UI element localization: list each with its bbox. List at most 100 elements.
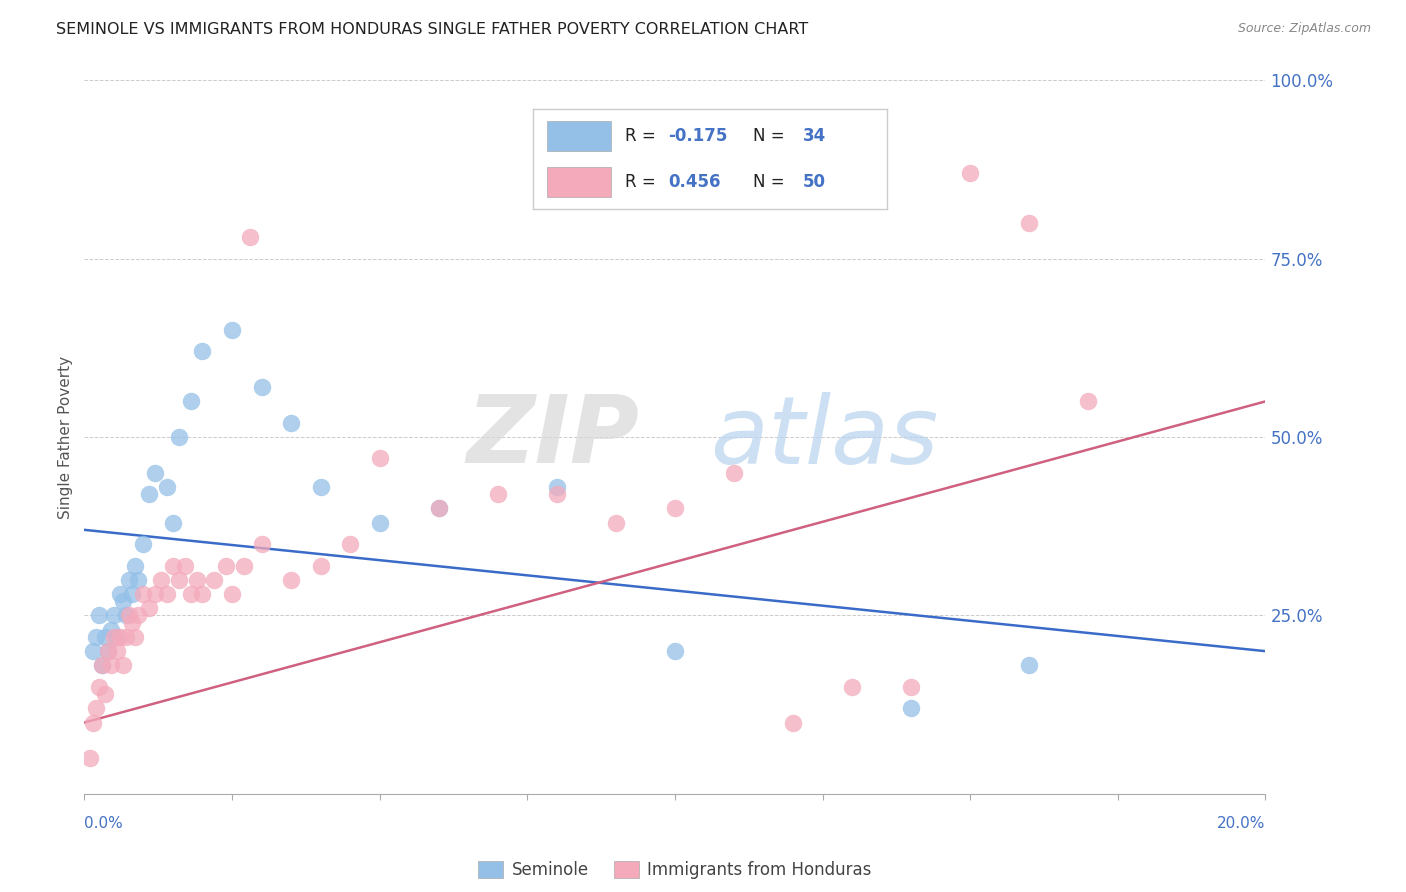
Point: [100, 658, 122, 673]
Point: [664, 644, 686, 658]
Point: [124, 558, 146, 573]
Point: [97, 644, 120, 658]
Point: [103, 608, 125, 623]
Point: [368, 516, 391, 530]
Text: ZIP: ZIP: [467, 391, 640, 483]
Point: [180, 587, 202, 601]
Point: [156, 587, 179, 601]
Point: [108, 630, 131, 644]
Point: [221, 323, 243, 337]
Point: [114, 630, 136, 644]
Point: [900, 680, 922, 694]
Point: [191, 587, 214, 601]
Point: [546, 480, 568, 494]
Point: [87, 608, 111, 623]
Point: [118, 573, 141, 587]
Point: [309, 558, 332, 573]
Point: [150, 573, 173, 587]
Point: [162, 516, 184, 530]
Text: R =: R =: [626, 127, 661, 145]
Point: [280, 416, 302, 430]
Point: [339, 537, 361, 551]
Point: [427, 501, 450, 516]
Point: [900, 701, 922, 715]
Point: [121, 587, 143, 601]
Text: atlas: atlas: [710, 392, 939, 483]
Point: [486, 487, 509, 501]
Point: [605, 516, 627, 530]
Point: [1018, 216, 1040, 230]
Point: [782, 715, 804, 730]
Text: 0.456: 0.456: [668, 173, 720, 191]
Text: SEMINOLE VS IMMIGRANTS FROM HONDURAS SINGLE FATHER POVERTY CORRELATION CHART: SEMINOLE VS IMMIGRANTS FROM HONDURAS SIN…: [56, 22, 808, 37]
Point: [215, 558, 238, 573]
Text: 20.0%: 20.0%: [1218, 816, 1265, 830]
Point: [100, 623, 122, 637]
Point: [132, 537, 155, 551]
Text: Source: ZipAtlas.com: Source: ZipAtlas.com: [1237, 22, 1371, 36]
Point: [841, 680, 863, 694]
Point: [91, 658, 114, 673]
Point: [1077, 394, 1099, 409]
Point: [427, 501, 450, 516]
Point: [114, 608, 136, 623]
Bar: [547, 167, 612, 197]
Point: [173, 558, 195, 573]
Point: [138, 487, 160, 501]
Point: [162, 558, 184, 573]
Point: [118, 608, 141, 623]
Point: [127, 573, 149, 587]
Point: [79, 751, 101, 765]
Point: [202, 573, 225, 587]
Point: [232, 558, 254, 573]
Point: [111, 658, 134, 673]
Point: [546, 487, 568, 501]
Point: [191, 344, 214, 359]
Point: [664, 501, 686, 516]
Point: [82, 644, 104, 658]
Point: [167, 430, 190, 444]
Point: [94, 687, 117, 701]
Text: 34: 34: [803, 127, 825, 145]
Point: [94, 630, 117, 644]
Text: N =: N =: [752, 173, 790, 191]
Point: [186, 573, 208, 587]
Point: [156, 480, 179, 494]
Text: R =: R =: [626, 173, 661, 191]
Point: [121, 615, 143, 630]
Text: N =: N =: [752, 127, 790, 145]
Point: [105, 644, 128, 658]
Text: 50: 50: [803, 173, 825, 191]
Point: [143, 466, 166, 480]
Point: [138, 601, 160, 615]
Point: [250, 537, 273, 551]
Point: [103, 630, 125, 644]
Point: [239, 230, 262, 244]
Bar: [547, 120, 612, 151]
Point: [105, 630, 128, 644]
Point: [280, 573, 302, 587]
Text: -0.175: -0.175: [668, 127, 727, 145]
Point: [87, 680, 111, 694]
Point: [180, 394, 202, 409]
Point: [1018, 658, 1040, 673]
Point: [959, 166, 981, 180]
Point: [97, 644, 120, 658]
Point: [91, 658, 114, 673]
Point: [143, 587, 166, 601]
Point: [221, 587, 243, 601]
Point: [250, 380, 273, 394]
Point: [82, 715, 104, 730]
Point: [84, 630, 107, 644]
Point: [309, 480, 332, 494]
Point: [127, 608, 149, 623]
Point: [111, 594, 134, 608]
Point: [368, 451, 391, 466]
Point: [108, 587, 131, 601]
Point: [167, 573, 190, 587]
Legend: Seminole, Immigrants from Honduras: Seminole, Immigrants from Honduras: [471, 854, 879, 886]
Point: [723, 466, 745, 480]
Text: 0.0%: 0.0%: [84, 816, 124, 830]
Point: [132, 587, 155, 601]
Y-axis label: Single Father Poverty: Single Father Poverty: [58, 356, 73, 518]
